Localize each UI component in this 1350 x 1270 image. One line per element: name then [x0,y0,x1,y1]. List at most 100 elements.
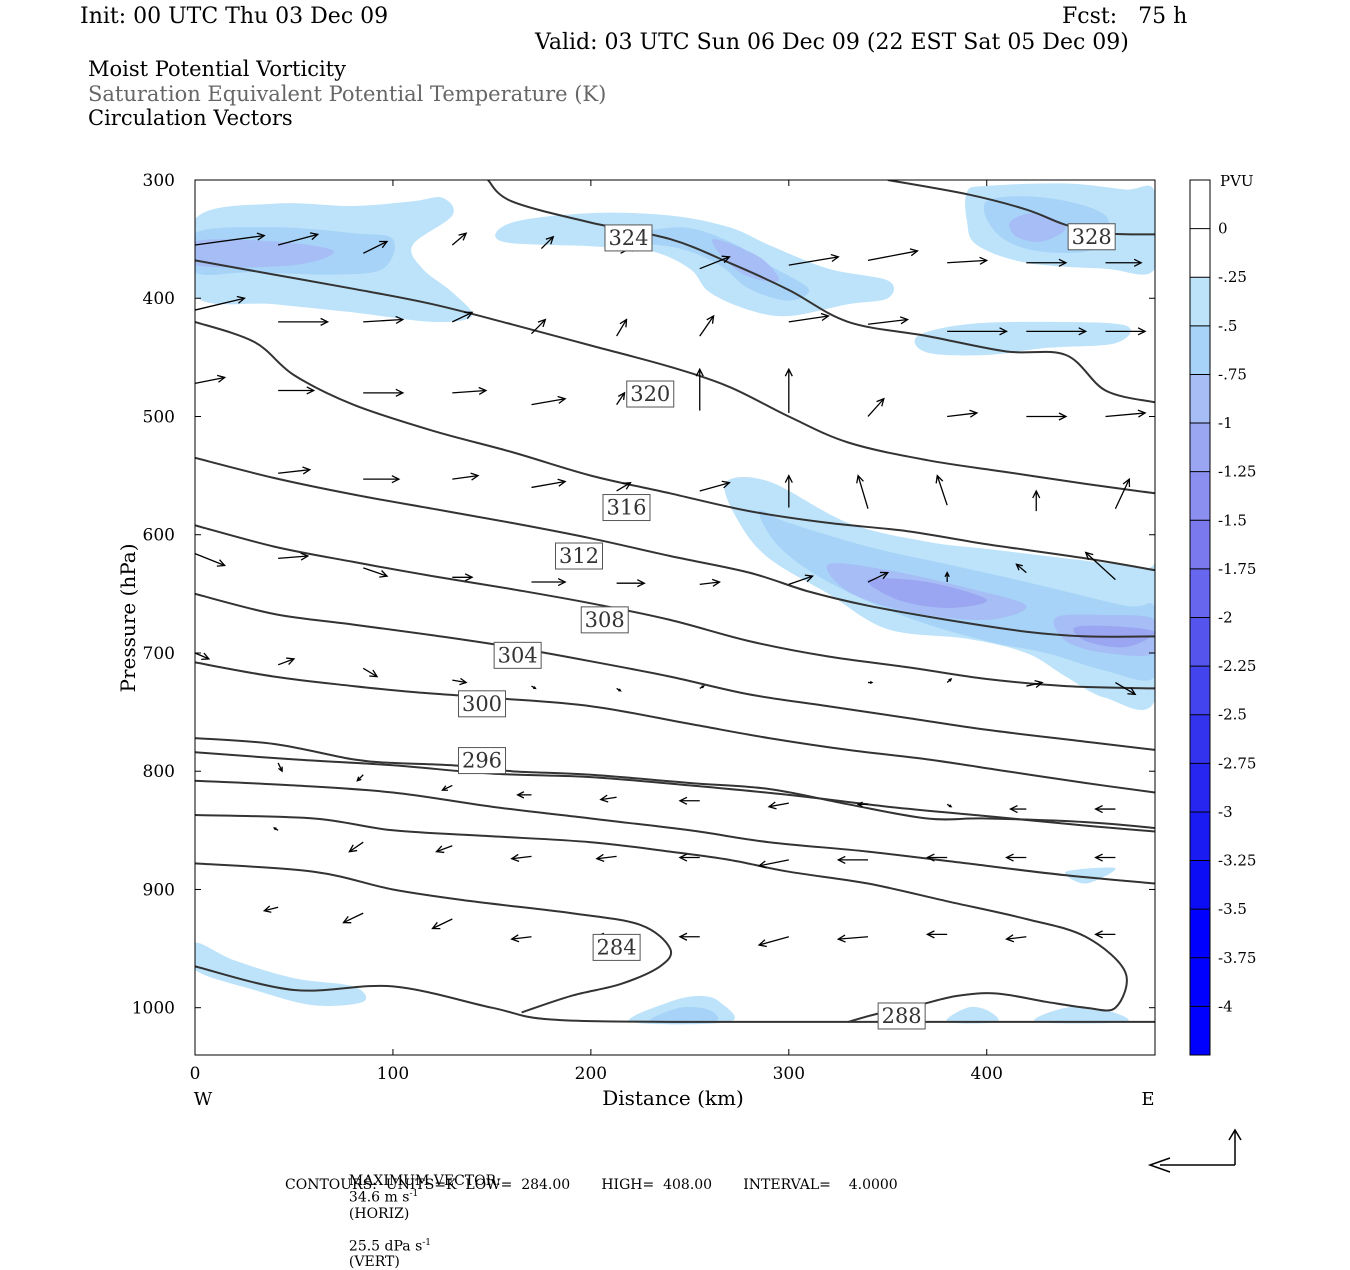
mpv-region-21 [1065,867,1116,884]
vector-95 [431,918,453,930]
vector-51 [531,577,567,587]
contour-label-box-304 [493,641,542,669]
vector-10 [947,256,989,265]
colorbar-label-1: -.25 [1218,268,1247,286]
vector-87 [678,853,700,862]
vector-100 [836,934,869,943]
x-end-left-label: W [194,1089,213,1110]
colorbar-swatch-16 [1190,957,1210,1007]
vector-62 [452,677,468,686]
mpv-region-16 [195,942,367,1007]
contour-label-box-328 [1067,223,1116,251]
vector-40 [616,481,632,492]
max-vector-label: MAXIMUM VECTOR: [348,1173,501,1189]
vector-38 [452,472,480,481]
y-tick-label-1000: 1000 [132,999,175,1019]
colorbar-swatch-14 [1190,860,1210,910]
vector-35 [1105,409,1147,418]
colorbar-label-16: -4 [1218,997,1233,1015]
vector-29 [616,391,626,406]
mpv-region-4 [620,227,810,301]
vector-49 [363,567,389,578]
vector-43 [856,474,869,509]
vector-45 [1032,489,1041,512]
contour-line-12 [487,180,1155,404]
vector-93 [262,905,279,913]
vector-92 [1094,853,1116,862]
vector-37 [363,475,401,484]
contour-label-304: 304 [498,643,538,667]
vector-23 [1105,327,1147,336]
vector-47 [194,553,227,567]
max-vector-line: MAXIMUM VECTOR: 34.6 m s-1 (HORIZ) 25.5 … [348,1173,501,1270]
vector-30 [695,367,704,411]
colorbar-swatch-15 [1190,909,1210,958]
vector-20 [867,316,910,325]
contour-label-box-284 [592,933,641,961]
x-tick-label-0: 0 [190,1064,201,1084]
vector-81 [1094,804,1116,814]
vector-36 [278,466,312,475]
vector-67 [867,681,874,685]
colorbar-label-10: -2.5 [1218,706,1247,724]
colorbar-label-13: -3.25 [1218,852,1256,870]
vector-55 [867,571,890,583]
vector-85 [510,853,532,862]
vector-34 [1026,412,1068,421]
x-tick-label-300: 300 [773,1064,805,1084]
max-vert-value: 25.5 dPa s [348,1238,423,1255]
mpv-region-5 [712,239,780,282]
vector-70 [1115,681,1137,696]
vector-27 [452,386,488,396]
vector-25 [278,386,316,395]
contour-line-5 [195,737,1155,829]
x-tick-label-200: 200 [575,1064,607,1084]
contour-line-8 [195,524,1155,690]
contour-line-11 [195,259,1155,495]
contour-line-3 [195,779,1155,885]
mpv-region-19 [946,1006,999,1024]
vector-15 [452,311,474,323]
colorbar-label-4: -1 [1218,414,1233,432]
contour-label-328: 328 [1072,225,1112,249]
contour-line-1 [195,862,673,1014]
contour-line-6 [195,661,1155,794]
contour-label-312: 312 [559,544,599,568]
vector-65 [699,685,705,690]
x-axis-title: Distance (km) [602,1086,744,1110]
x-tick-label-400: 400 [971,1064,1003,1084]
vector-73 [441,784,453,791]
max-horiz-unit: (HORIZ) [348,1205,410,1222]
contour-label-box-300 [458,690,507,718]
vector-102 [1005,934,1027,943]
colorbar-swatch-17 [1190,1006,1210,1055]
colorbar-swatch-10 [1190,666,1210,715]
colorbar-label-0: 0 [1218,220,1228,238]
y-tick-label-600: 600 [143,526,175,546]
colorbar-swatch-13 [1190,811,1210,861]
contour-label-layer: 284 288 296 300 304 308 312 316 320 324 328 [458,223,1116,1030]
vector-72 [356,774,364,782]
colorbar-swatch-8 [1190,568,1210,618]
colorbar-unit: PVU [1220,172,1254,190]
x-tick-label-100: 100 [377,1064,409,1084]
vector-98 [678,932,700,941]
vector-68 [946,678,953,684]
contour-line-7 [195,592,1155,751]
y-tick-label-800: 800 [143,762,175,782]
vector-1 [194,295,246,311]
reference-vector-icon [1147,1128,1242,1173]
vector-21 [947,327,1008,336]
vector-57 [1015,563,1027,574]
contour-label-284: 284 [597,935,637,959]
mpv-region-13 [867,578,988,608]
colorbar-label-6: -1.5 [1218,511,1247,529]
colorbar-label-2: -.5 [1218,317,1237,335]
vector-53 [699,578,721,587]
mpv-region-18 [649,1006,719,1024]
contour-label-288: 288 [882,1004,922,1028]
vector-50 [452,573,474,582]
vector-75 [599,794,617,803]
vector-69 [1026,680,1044,688]
vector-78 [856,801,868,808]
